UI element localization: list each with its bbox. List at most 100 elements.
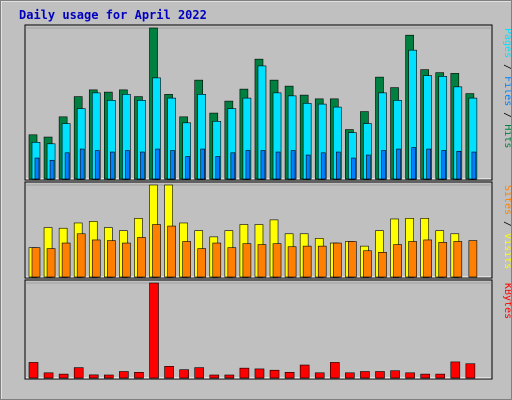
pages-bar [140, 151, 145, 180]
pages-bar [110, 151, 115, 180]
pages-bar [426, 148, 431, 180]
pages-bar [351, 157, 356, 180]
kbytes-bar [345, 372, 355, 379]
pages-bar [245, 150, 251, 180]
chart-title: Daily usage for April 2022 [19, 8, 207, 22]
sites-bar [242, 243, 252, 278]
sites-bar [31, 247, 41, 278]
pages-bar [260, 150, 266, 180]
sites-bar [302, 245, 312, 278]
kbytes-bar [88, 374, 99, 379]
pages-bar [49, 159, 55, 180]
pages-bar [94, 150, 100, 180]
pages-bar [275, 151, 281, 180]
kbytes-bar [134, 371, 144, 379]
sites-bar [122, 242, 131, 278]
bottom_panel-right-label-part: KBytes [502, 283, 511, 319]
sites-bar [453, 241, 463, 278]
sites-bar [152, 224, 161, 278]
sites-bar [408, 241, 417, 278]
sites-bar [197, 248, 207, 278]
top_panel-right-label-part: / [502, 106, 511, 124]
pages-bar [64, 152, 70, 180]
middle_panel-right-label: Sites / Visits [502, 185, 511, 269]
kbytes-bar [43, 372, 54, 379]
kbytes-bar [104, 374, 114, 379]
sites-bar [46, 248, 56, 278]
sites-bar [423, 239, 432, 278]
sites-bar [438, 242, 448, 278]
kbytes-bar [329, 362, 340, 379]
pages-bar [215, 156, 221, 180]
pages-bar [125, 150, 130, 180]
sites-bar [61, 242, 71, 278]
kbytes-bar [239, 367, 250, 379]
kbytes-bar [360, 371, 370, 379]
bottom_panel-right-label: KBytes [502, 283, 511, 319]
kbytes-bar [224, 374, 235, 379]
sites-bar [257, 244, 267, 278]
sites-bar [348, 241, 357, 278]
kbytes-bar [179, 369, 189, 379]
bottom_panel-plot-area [24, 279, 493, 380]
kbytes-bar [390, 370, 400, 379]
kbytes-bar [254, 368, 265, 379]
middle_panel-right-label-part: Visits [502, 233, 511, 269]
sites-bar [107, 240, 116, 278]
middle_panel-right-label-part: / [502, 215, 511, 233]
pages-bar [79, 148, 85, 180]
kbytes-bar [450, 361, 461, 379]
sites-bar [332, 242, 342, 278]
sites-bar [287, 246, 297, 278]
sites-bar [363, 250, 372, 278]
top_panel-right-label-part: Hits [502, 124, 511, 148]
pages-bar [320, 152, 326, 180]
pages-bar [411, 147, 416, 180]
kbytes-bar [164, 366, 174, 379]
kbytes-bar [269, 369, 280, 379]
kbytes-bar [299, 364, 310, 379]
sites-bar [76, 233, 86, 278]
top_panel-right-label-part: Pages [502, 28, 511, 58]
middle_panel-right-label-part: Sites [502, 185, 511, 215]
sites-bar [272, 243, 282, 278]
sites-bar [167, 225, 176, 278]
pages-bar [396, 148, 401, 180]
sites-bar [212, 242, 222, 278]
kbytes-bar [375, 371, 385, 379]
kbytes-bar [194, 367, 205, 379]
top_panel-right-label: Pages / Files / Hits [502, 28, 511, 148]
kbytes-bar [405, 372, 415, 379]
sites-bar [378, 252, 387, 278]
kbytes-bar [465, 363, 476, 379]
pages-bar [366, 154, 371, 180]
sites-bar [137, 237, 146, 278]
kbytes-bar [58, 373, 69, 379]
pages-bar [170, 150, 175, 180]
pages-bar [290, 150, 296, 180]
kbytes-bar [149, 282, 159, 379]
pages-bar [200, 148, 206, 180]
kbytes-bar [119, 371, 129, 379]
kbytes-bar [314, 372, 325, 379]
pages-bar [381, 150, 386, 180]
pages-bar [456, 150, 462, 180]
kbytes-bar [73, 367, 84, 379]
sites-bar [91, 239, 101, 278]
sites-bar [393, 244, 402, 278]
kbytes-bar [284, 371, 295, 379]
kbytes-bar [420, 373, 430, 379]
kbytes-bar [28, 362, 39, 379]
sites-bar [317, 245, 327, 278]
sites-bar [227, 247, 237, 278]
pages-bar [185, 156, 190, 180]
sites-bar [182, 241, 191, 278]
pages-bar [230, 152, 236, 180]
top_panel-right-label-part: / [502, 58, 511, 76]
pages-bar [441, 150, 447, 180]
pages-bar [335, 151, 341, 180]
kbytes-bar [435, 373, 446, 379]
kbytes-bar [209, 374, 220, 379]
pages-bar [305, 154, 311, 180]
